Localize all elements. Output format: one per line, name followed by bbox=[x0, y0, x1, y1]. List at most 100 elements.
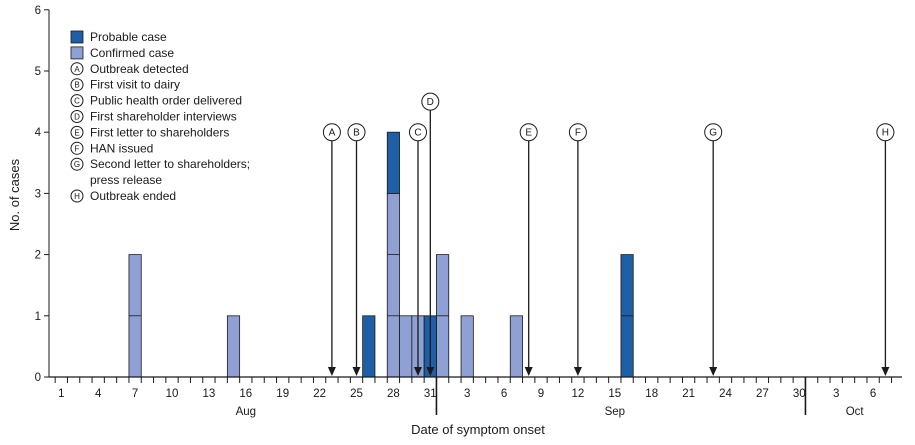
legend-event-label: HAN issued bbox=[90, 141, 153, 155]
event-marker-letter: A bbox=[329, 128, 336, 139]
legend-event-letter: D bbox=[74, 113, 80, 122]
event-arrow-head bbox=[524, 367, 533, 376]
legend-event-circle bbox=[70, 189, 84, 203]
legend-event-label: Outbreak detected bbox=[90, 62, 189, 76]
x-tick-label: 21 bbox=[682, 388, 695, 400]
x-tick-label: 3 bbox=[464, 388, 470, 400]
event-marker-circle bbox=[409, 123, 427, 142]
legend-event-letter: B bbox=[74, 81, 79, 90]
event-marker-letter: D bbox=[427, 97, 434, 108]
event-marker-letter: G bbox=[709, 128, 717, 139]
legend-event-label: Outbreak ended bbox=[90, 189, 176, 203]
legend-event-label: Second letter to shareholders; bbox=[90, 157, 250, 171]
x-tick-label: 12 bbox=[572, 388, 585, 400]
x-tick-label: 3 bbox=[833, 388, 839, 400]
bar-probable bbox=[362, 315, 376, 378]
legend-event-circle bbox=[70, 78, 84, 92]
legend-event-letter: E bbox=[74, 128, 79, 137]
legend-event-label: Public health order delivered bbox=[90, 94, 242, 108]
event-marker-letter: C bbox=[414, 128, 421, 139]
event-arrow-head bbox=[709, 367, 718, 376]
x-axis-title: Date of symptom onset bbox=[411, 422, 545, 437]
legend-event-circle bbox=[70, 141, 84, 155]
bar-confirmed bbox=[226, 315, 241, 378]
legend-event-circle bbox=[70, 110, 84, 123]
legend-event-letter: G bbox=[74, 160, 80, 169]
legend-event-letter: F bbox=[75, 144, 80, 153]
legend-event-label: First shareholder interviews bbox=[90, 110, 237, 124]
bar-probable bbox=[386, 131, 400, 194]
legend: Probable case Confirmed case A Outbreak det… bbox=[70, 30, 250, 203]
legend-event-circle bbox=[70, 125, 84, 139]
bars bbox=[128, 131, 634, 378]
event-marker-circle bbox=[876, 123, 895, 142]
y-tick-label: 2 bbox=[35, 250, 41, 262]
x-tick-label: 27 bbox=[756, 388, 769, 400]
legend-event-letter: A bbox=[74, 65, 80, 74]
x-tick-label: 18 bbox=[645, 388, 658, 400]
x-tick-label: 10 bbox=[166, 388, 179, 400]
event-marker-letter: B bbox=[353, 128, 360, 139]
event-arrow-head bbox=[414, 367, 422, 376]
event-marker-circle bbox=[421, 92, 440, 111]
event-marker-letter: F bbox=[575, 128, 581, 139]
y-tick-label: 4 bbox=[35, 127, 42, 139]
legend-event-letter: H bbox=[74, 192, 80, 201]
x-tick-label: 28 bbox=[387, 388, 400, 400]
legend-swatch bbox=[70, 30, 84, 44]
bar-confirmed bbox=[460, 315, 474, 378]
y-tick-label: 6 bbox=[35, 5, 41, 17]
event-arrow-head bbox=[426, 367, 435, 376]
event-marker-letter: E bbox=[525, 128, 532, 139]
x-tick-label: 15 bbox=[608, 388, 621, 400]
legend-event-label: press release bbox=[90, 173, 162, 187]
event-arrow-head bbox=[573, 367, 582, 376]
event-arrow-head bbox=[881, 367, 890, 376]
x-tick-label: 7 bbox=[132, 388, 138, 400]
legend-label: Probable case bbox=[90, 30, 167, 44]
event-marker-circle bbox=[704, 123, 723, 142]
x-tick-label: 22 bbox=[313, 388, 326, 400]
event-marker-letter: H bbox=[882, 128, 889, 139]
y-axis-title: No. of cases bbox=[7, 158, 22, 231]
event-marker-circle bbox=[568, 123, 587, 142]
legend-event-letter: C bbox=[74, 97, 80, 106]
legend-swatch bbox=[70, 46, 84, 60]
event-marker-circle bbox=[519, 123, 538, 142]
bar-confirmed bbox=[399, 315, 413, 378]
event-marker-circle bbox=[322, 123, 341, 142]
bar-confirmed bbox=[509, 315, 523, 378]
legend-event-circle bbox=[70, 157, 84, 171]
x-tick-label: 31 bbox=[424, 388, 437, 400]
x-tick-label: 1 bbox=[58, 388, 64, 400]
x-tick-label: 9 bbox=[538, 388, 544, 400]
legend-event-circle bbox=[70, 62, 84, 76]
x-tick-label: 6 bbox=[501, 388, 507, 400]
y-tick-label: 5 bbox=[35, 66, 41, 78]
y-tick-label: 3 bbox=[35, 188, 41, 200]
y-tick-label: 1 bbox=[35, 311, 41, 323]
month-label: Aug bbox=[236, 406, 256, 418]
x-tick-label: 13 bbox=[203, 388, 216, 400]
bar-confirmed bbox=[386, 192, 400, 378]
legend-event-label: First visit to dairy bbox=[90, 78, 180, 92]
month-label: Oct bbox=[846, 406, 865, 418]
x-tick-label: 30 bbox=[793, 388, 806, 400]
x-tick-label: 16 bbox=[239, 388, 252, 400]
x-tick-label: 25 bbox=[350, 388, 363, 400]
legend-label: Confirmed case bbox=[90, 46, 174, 60]
event-arrow-head bbox=[327, 367, 336, 376]
x-tick-label: 19 bbox=[276, 388, 289, 400]
month-label: Sep bbox=[605, 406, 625, 418]
legend-event-label: First letter to shareholders bbox=[90, 125, 229, 139]
x-tick-label: 24 bbox=[719, 388, 732, 400]
event-arrow-head bbox=[352, 367, 361, 376]
event-marker-circle bbox=[347, 123, 366, 142]
legend-event-circle bbox=[70, 94, 84, 108]
x-tick-label: 6 bbox=[870, 388, 876, 400]
y-tick-label: 0 bbox=[35, 372, 41, 384]
event-markers: A B C D E F G H bbox=[322, 92, 895, 376]
x-tick-label: 4 bbox=[95, 388, 102, 400]
